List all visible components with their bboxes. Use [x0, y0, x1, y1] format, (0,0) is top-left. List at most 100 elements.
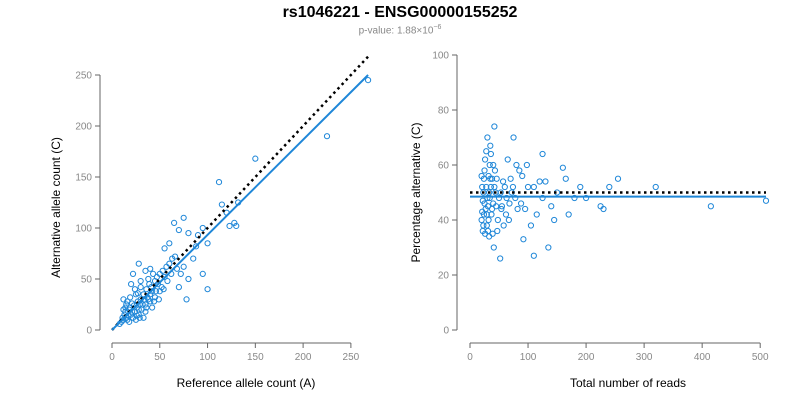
left-data-point [175, 284, 182, 291]
right-x-axis-title: Total number of reads [570, 376, 686, 390]
left-data-point [149, 304, 156, 311]
left-data-point [215, 179, 223, 186]
left-x-tick-label: 150 [247, 352, 264, 363]
left-data-point [185, 230, 192, 237]
left-x-tick-label: 0 [109, 352, 115, 363]
left-data-point [163, 263, 170, 270]
right-data-point [479, 183, 486, 191]
left-data-point [166, 260, 173, 267]
right-data-point [507, 175, 514, 182]
right-x-tick-label: 500 [752, 352, 769, 363]
right-data-point [513, 161, 520, 169]
left-y-axis-title: Alternative allele count (C) [49, 137, 63, 278]
right-data-point [582, 194, 590, 202]
right-data-point [539, 150, 546, 158]
left-data-point [140, 314, 147, 321]
right-data-point [506, 200, 513, 207]
right-data-point [486, 233, 493, 240]
chart-subtitle: p-value: 1.88×10−6 [0, 24, 800, 36]
left-data-point [190, 255, 197, 262]
right-data-point [516, 167, 523, 174]
left-data-point [164, 277, 171, 285]
pvalue-exponent: −6 [433, 24, 442, 31]
left-data-point [192, 243, 200, 250]
right-y-tick-label: 80 [438, 106, 450, 117]
left-data-point [199, 224, 206, 232]
left-data-point [146, 281, 153, 288]
right-x-tick-label: 0 [467, 352, 473, 363]
right-data-point [512, 194, 519, 202]
right-data-point [565, 211, 572, 218]
left-y-tick-label: 50 [81, 275, 93, 286]
right-x-tick-label: 200 [578, 352, 595, 363]
left-x-axis-title: Reference allele count (A) [177, 376, 316, 390]
left-data-point [127, 294, 134, 301]
left-y-tick-label: 150 [75, 173, 92, 184]
right-data-point [478, 216, 485, 224]
right-data-point [497, 255, 504, 262]
left-data-point [231, 219, 238, 226]
left-x-tick-label: 250 [343, 352, 360, 363]
right-data-point [536, 178, 543, 185]
right-data-point [498, 205, 505, 213]
left-data-point [204, 240, 211, 247]
left-data-point [159, 267, 166, 274]
right-data-point [487, 150, 494, 158]
right-data-point [483, 222, 490, 229]
left-data-point [123, 301, 130, 308]
right-data-point [500, 222, 507, 229]
left-data-point [152, 288, 160, 295]
left-y-tick-label: 0 [86, 326, 92, 337]
right-data-point [490, 161, 497, 169]
right-data-point [491, 183, 498, 191]
left-data-point [155, 296, 162, 303]
left-data-point [364, 77, 372, 84]
right-data-point [548, 203, 555, 210]
right-data-point [606, 183, 613, 191]
right-data-point [562, 175, 569, 182]
left-data-point [161, 245, 168, 252]
left-data-point [226, 222, 233, 230]
right-data-point [542, 178, 549, 185]
left-data-point [199, 270, 206, 277]
left-data-point [147, 265, 154, 272]
left-data-point [323, 133, 331, 140]
right-y-axis-title: Percentage alternative (C) [409, 122, 423, 262]
right-data-point [488, 205, 496, 213]
left-data-point [134, 290, 141, 297]
right-data-point [494, 216, 501, 224]
right-data-point [530, 183, 537, 191]
left-data-point [166, 240, 173, 247]
right-data-point [490, 200, 497, 207]
left-data-point [252, 155, 259, 162]
right-data-point [495, 194, 503, 202]
left-reference-line [111, 55, 370, 331]
right-data-point [533, 211, 540, 218]
right-data-point [762, 197, 770, 204]
right-data-point [527, 222, 535, 229]
left-data-point [149, 270, 157, 277]
right-data-point [491, 167, 499, 174]
left-y-tick-label: 250 [75, 71, 92, 82]
right-data-point [559, 164, 566, 171]
right-data-point [652, 183, 659, 191]
left-data-point [137, 284, 144, 291]
right-x-tick-label: 300 [636, 352, 653, 363]
right-data-point [539, 194, 546, 202]
left-data-point [135, 260, 142, 267]
right-y-tick-label: 20 [438, 271, 450, 282]
right-data-point [484, 194, 491, 202]
right-x-tick-label: 400 [694, 352, 711, 363]
left-x-tick-label: 100 [199, 352, 216, 363]
right-data-point [571, 194, 578, 202]
right-data-point [519, 172, 526, 180]
right-data-point [481, 156, 489, 163]
left-data-point [177, 270, 184, 277]
right-data-point [530, 252, 537, 259]
right-data-point [481, 200, 488, 207]
right-data-point [597, 203, 604, 210]
left-data-point [171, 253, 179, 260]
right-data-point [483, 148, 490, 155]
right-data-point [487, 183, 494, 191]
